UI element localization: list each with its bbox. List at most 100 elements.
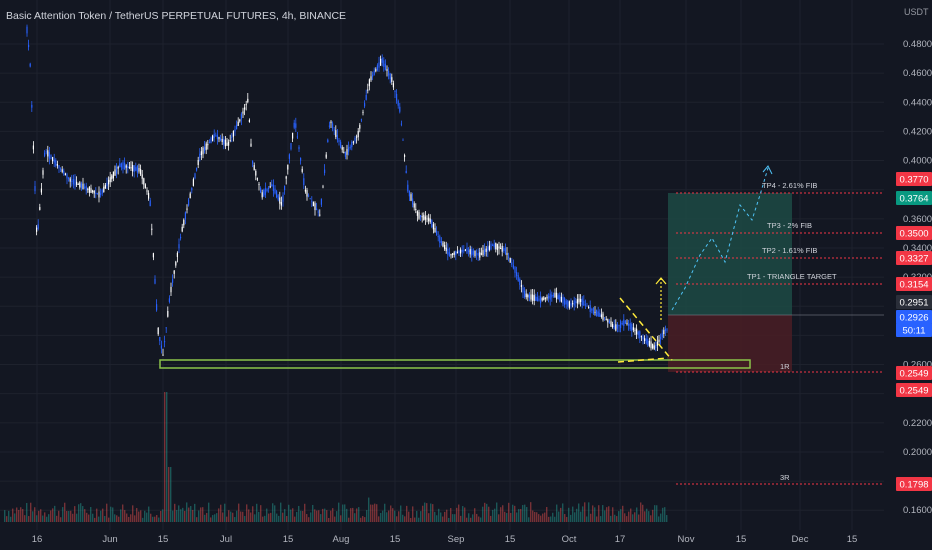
candle-body — [581, 298, 583, 306]
volume-bar — [408, 511, 410, 522]
candle-body — [320, 198, 322, 205]
volume-bar — [168, 467, 170, 522]
candle-body — [540, 296, 542, 304]
candle-body — [624, 320, 626, 324]
volume-bar — [170, 467, 172, 522]
candle-body — [620, 321, 622, 329]
candle-body — [301, 168, 303, 172]
candle-body — [421, 216, 423, 218]
candle-body — [31, 104, 33, 108]
volume-bar — [274, 505, 276, 522]
candle-body — [234, 129, 236, 132]
candle-body — [536, 296, 538, 302]
volume-bar — [154, 516, 156, 522]
volume-bar — [412, 506, 414, 522]
candle-body — [111, 175, 113, 180]
triangle-lower-line — [617, 357, 669, 363]
candle-body — [544, 297, 546, 299]
volume-bar — [306, 514, 308, 522]
volume-bar — [16, 507, 18, 522]
volume-bar — [562, 503, 564, 522]
volume-bar — [192, 509, 194, 522]
candle-body — [136, 165, 138, 173]
candle-body — [192, 179, 194, 186]
candle-body — [216, 134, 218, 140]
candle-body — [482, 250, 484, 256]
candle-body — [450, 253, 452, 256]
volume-bar — [622, 505, 624, 522]
candle-body — [397, 100, 399, 106]
candle-body — [45, 151, 47, 153]
candle-body — [509, 258, 511, 263]
volume-bar — [44, 512, 46, 522]
candle-body — [394, 90, 396, 93]
volume-bar — [312, 504, 314, 522]
volume-bar — [204, 514, 206, 522]
volume-bar — [342, 504, 344, 522]
candle-body — [53, 159, 55, 163]
candle-body — [356, 136, 358, 138]
volume-bar — [574, 512, 576, 522]
volume-bar — [280, 502, 282, 522]
volume-bar — [368, 497, 370, 522]
volume-bar — [484, 502, 486, 522]
volume-bar — [658, 516, 660, 522]
candle-body — [117, 166, 119, 169]
candle-body — [413, 203, 415, 208]
volume-bar — [406, 505, 408, 522]
volume-bar — [498, 514, 500, 522]
volume-bar — [526, 507, 528, 522]
volume-bar — [438, 508, 440, 522]
candle-body — [472, 250, 474, 255]
volume-bar — [6, 516, 8, 522]
candle-body — [378, 62, 380, 68]
volume-bar — [376, 504, 378, 522]
candle-body — [496, 243, 498, 250]
price-tag-bg — [896, 295, 932, 309]
candle-body — [365, 94, 367, 100]
volume-bar — [354, 513, 356, 522]
candle-body — [516, 272, 518, 276]
volume-bar — [388, 510, 390, 522]
candle-body — [632, 327, 634, 331]
time-axis-labels[interactable]: 16 Jun 15 Jul 15 Aug 15 Sep 15 Oct 17 Nov 15 Dec 15 — [32, 534, 858, 545]
volume-bar — [324, 508, 326, 522]
volume-bar — [518, 509, 520, 522]
volume-bar — [146, 512, 148, 522]
candle-body — [500, 248, 502, 250]
candle-body — [258, 183, 260, 186]
volume-bar — [572, 506, 574, 522]
volume-bar — [538, 514, 540, 522]
candle-body — [341, 147, 343, 150]
candle-body — [151, 228, 153, 230]
candle-body — [338, 140, 340, 142]
candle-body — [93, 190, 95, 194]
candle-body — [440, 241, 442, 244]
candle-body — [610, 321, 612, 327]
candle-body — [127, 166, 129, 168]
price-tag-bg — [896, 251, 932, 265]
volume-bar — [56, 515, 58, 522]
candle-body — [340, 141, 342, 148]
candle-body — [317, 211, 319, 213]
candle-body — [452, 253, 454, 255]
volume-bar — [208, 502, 210, 522]
volume-bar — [602, 505, 604, 522]
candle-body — [389, 73, 391, 80]
volume-bar — [166, 392, 168, 522]
volume-bar — [12, 508, 14, 522]
candle-body — [335, 130, 337, 137]
volume-bar — [28, 516, 30, 522]
candle-body — [74, 179, 76, 186]
candle-body — [522, 287, 524, 293]
candle-body — [530, 294, 532, 300]
price-tag-label: 50:11 — [902, 326, 925, 337]
volume-bar — [60, 517, 62, 522]
candle-body — [426, 218, 428, 220]
candle-body — [319, 214, 321, 216]
candle-body — [364, 103, 366, 107]
candle-body — [237, 121, 239, 126]
candle-body — [660, 336, 662, 340]
breakout-arrow-head — [655, 277, 667, 285]
